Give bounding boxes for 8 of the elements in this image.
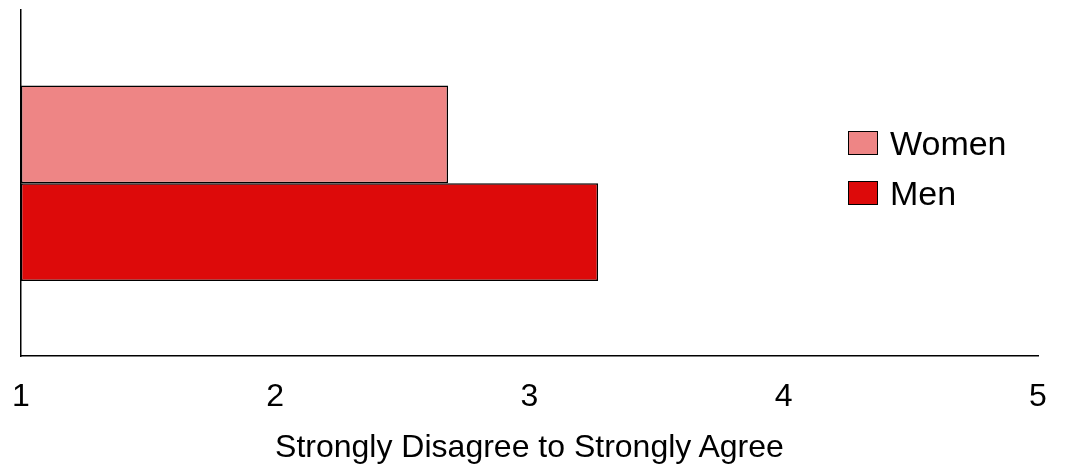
x-tick-label: 3	[520, 377, 539, 414]
x-axis-title: Strongly Disagree to Strongly Agree	[275, 427, 784, 464]
x-tick-label: 2	[266, 377, 285, 414]
x-tick-label: 1	[12, 377, 30, 414]
legend-label: Men	[890, 173, 957, 214]
x-tick-label: 5	[1029, 377, 1047, 414]
x-tick-label: 4	[774, 377, 793, 414]
legend-label: Women	[890, 123, 1007, 164]
